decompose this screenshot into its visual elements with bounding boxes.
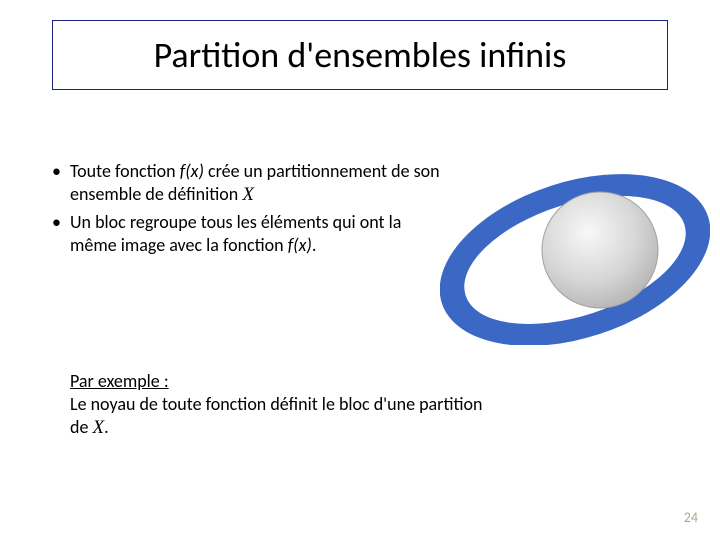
bullet-text: Un bloc regroupe tous les éléments qui o… <box>70 211 401 256</box>
bullet-item: Toute fonction f(x) crée un partitionnem… <box>42 160 452 207</box>
fx-notation: f(x) <box>180 160 204 182</box>
set-X: X <box>92 417 104 438</box>
bullet-text: Toute fonction <box>70 160 180 182</box>
partition-diagram <box>440 165 710 345</box>
block-circle <box>542 192 658 308</box>
slide-title: Partition d'ensembles infinis <box>154 33 567 77</box>
set-X: X <box>242 184 254 205</box>
example-text: . <box>104 416 109 438</box>
bullet-text: . <box>312 234 317 256</box>
fx-notation: f(x) <box>288 234 312 256</box>
slide: Partition d'ensembles infinis Toute fonc… <box>0 0 720 540</box>
example-block: Par exemple : Le noyau de toute fonction… <box>70 370 500 440</box>
page-number: 24 <box>684 509 698 526</box>
example-text: Le noyau de toute fonction définit le bl… <box>70 393 482 438</box>
title-box: Partition d'ensembles infinis <box>52 20 668 90</box>
bullet-list: Toute fonction f(x) crée un partitionnem… <box>42 160 452 261</box>
bullet-item: Un bloc regroupe tous les éléments qui o… <box>42 211 452 257</box>
example-heading: Par exemple : <box>70 370 169 392</box>
